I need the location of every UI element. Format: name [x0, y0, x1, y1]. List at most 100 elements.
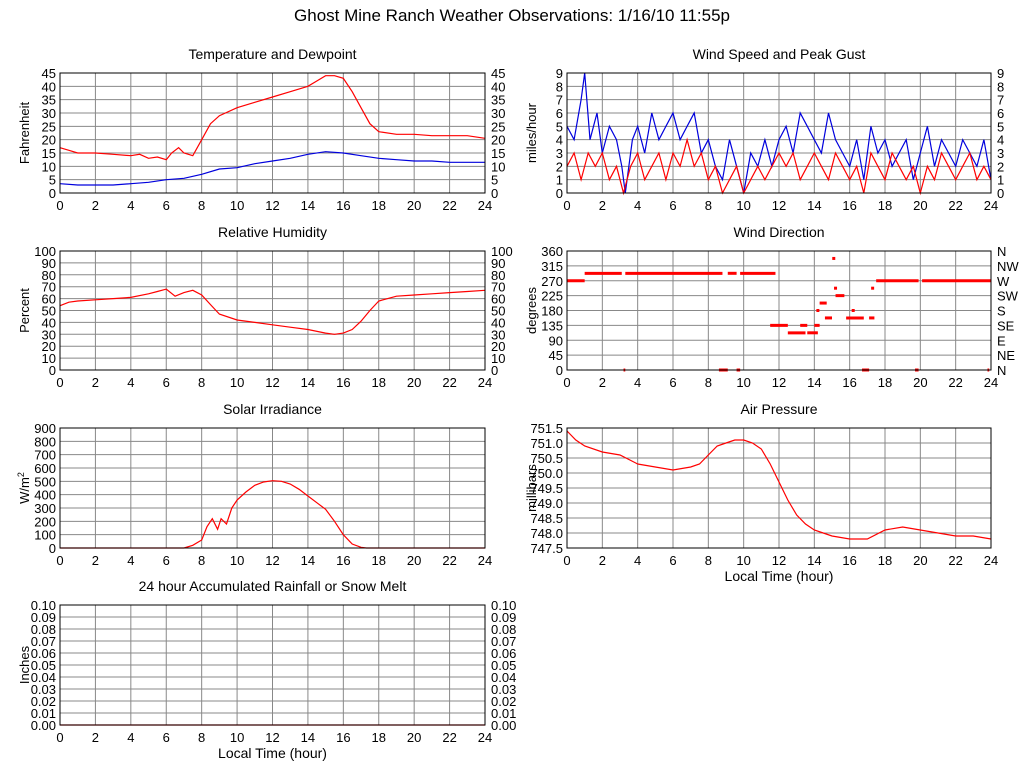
- y-tick-label: 500: [34, 474, 56, 489]
- page-title: Ghost Mine Ranch Weather Observations: 1…: [294, 6, 730, 25]
- right-tick-label: 0.07: [491, 634, 516, 649]
- y-tick-label: 0.02: [31, 694, 56, 709]
- x-tick-label: 12: [265, 553, 279, 568]
- x-tick-label: 6: [163, 730, 170, 745]
- y-tick-label: 6: [556, 106, 563, 121]
- x-tick-label: 4: [127, 198, 134, 213]
- compass-label: N: [997, 363, 1006, 378]
- rainfall-title: 24 hour Accumulated Rainfall or Snow Mel…: [139, 578, 407, 594]
- x-tick-label: 10: [230, 730, 244, 745]
- x-tick-label: 12: [265, 375, 279, 390]
- x-tick-label: 6: [163, 375, 170, 390]
- x-tick-label: 14: [807, 553, 821, 568]
- x-tick-label: 6: [669, 375, 676, 390]
- x-tick-label: 0: [56, 730, 63, 745]
- compass-label: NW: [997, 259, 1019, 274]
- y-tick-label: 30: [42, 327, 56, 342]
- x-tick-label: 16: [336, 730, 350, 745]
- right-tick-label: 0.02: [491, 694, 516, 709]
- y-tick-label: 5: [556, 119, 563, 134]
- right-tick-label: 20: [491, 133, 505, 148]
- y-tick-label: 40: [42, 315, 56, 330]
- humidity-series-0: [59, 288, 486, 335]
- x-tick-label: 18: [372, 730, 386, 745]
- compass-label: SW: [997, 289, 1019, 304]
- y-tick-label: 8: [556, 79, 563, 94]
- right-tick-label: 30: [491, 106, 505, 121]
- right-tick-label: 50: [491, 304, 505, 319]
- y-tick-label: 270: [541, 274, 563, 289]
- x-tick-label: 2: [599, 198, 606, 213]
- right-tick-label: 9: [997, 66, 1004, 81]
- y-tick-label: 10: [42, 159, 56, 174]
- pressure-series-0: [566, 430, 992, 540]
- y-tick-label: 360: [541, 244, 563, 259]
- right-tick-label: 3: [997, 146, 1004, 161]
- right-tick-label: 45: [491, 66, 505, 81]
- y-tick-label: 20: [42, 133, 56, 148]
- y-tick-label: 0.08: [31, 622, 56, 637]
- right-tick-label: 5: [491, 173, 498, 188]
- pressure-title: Air Pressure: [740, 401, 817, 417]
- y-tick-label: 5: [49, 173, 56, 188]
- x-tick-label: 0: [56, 375, 63, 390]
- right-tick-label: 35: [491, 93, 505, 108]
- x-tick-label: 6: [669, 198, 676, 213]
- x-tick-label: 12: [772, 198, 786, 213]
- right-tick-label: 0: [997, 186, 1004, 201]
- solar-title: Solar Irradiance: [223, 401, 322, 417]
- x-tick-label: 16: [336, 198, 350, 213]
- right-tick-label: 0.09: [491, 610, 516, 625]
- x-tick-label: 24: [478, 553, 492, 568]
- compass-label: SE: [997, 318, 1015, 333]
- y-tick-label: 135: [541, 318, 563, 333]
- x-tick-label: 16: [842, 198, 856, 213]
- right-tick-label: 0.08: [491, 622, 516, 637]
- y-tick-label: 800: [34, 434, 56, 449]
- wind-speed-title: Wind Speed and Peak Gust: [693, 46, 866, 62]
- right-tick-label: 4: [997, 133, 1004, 148]
- right-tick-label: 0.05: [491, 658, 516, 673]
- y-tick-label: 0: [49, 363, 56, 378]
- y-tick-label: 747.5: [530, 541, 563, 556]
- y-tick-label: 600: [34, 461, 56, 476]
- right-tick-label: 70: [491, 280, 505, 295]
- x-tick-label: 4: [127, 375, 134, 390]
- y-tick-label: 749.0: [530, 496, 563, 511]
- y-tick-label: 751.5: [530, 421, 563, 436]
- direction-point: [851, 309, 855, 312]
- y-tick-label: 90: [42, 256, 56, 271]
- y-tick-label: 200: [34, 514, 56, 529]
- right-tick-label: 40: [491, 79, 505, 94]
- right-tick-label: 90: [491, 256, 505, 271]
- x-tick-label: 12: [265, 730, 279, 745]
- x-tick-label: 14: [301, 375, 315, 390]
- x-tick-label: 4: [634, 553, 641, 568]
- y-tick-label: 180: [541, 304, 563, 319]
- y-tick-label: 749.5: [530, 481, 563, 496]
- y-tick-label: 0.03: [31, 682, 56, 697]
- y-tick-label: 0.09: [31, 610, 56, 625]
- compass-label: NE: [997, 348, 1015, 363]
- x-tick-label: 24: [478, 375, 492, 390]
- y-tick-label: 9: [556, 66, 563, 81]
- x-tick-label: 24: [478, 730, 492, 745]
- x-tick-label: 14: [301, 553, 315, 568]
- humidity-title: Relative Humidity: [218, 224, 327, 240]
- x-tick-label: 8: [705, 553, 712, 568]
- pressure-frame: [566, 427, 992, 549]
- x-tick-label: 22: [948, 553, 962, 568]
- x-tick-label: 20: [407, 553, 421, 568]
- wind-direction-frame: [566, 250, 992, 371]
- x-tick-label: 8: [705, 375, 712, 390]
- x-tick-label: 20: [407, 198, 421, 213]
- right-tick-label: 10: [491, 351, 505, 366]
- solar-series-0: [60, 480, 485, 549]
- y-tick-label: 90: [549, 333, 563, 348]
- compass-label: W: [997, 274, 1010, 289]
- y-tick-label: 0.05: [31, 658, 56, 673]
- x-tick-label: 20: [407, 730, 421, 745]
